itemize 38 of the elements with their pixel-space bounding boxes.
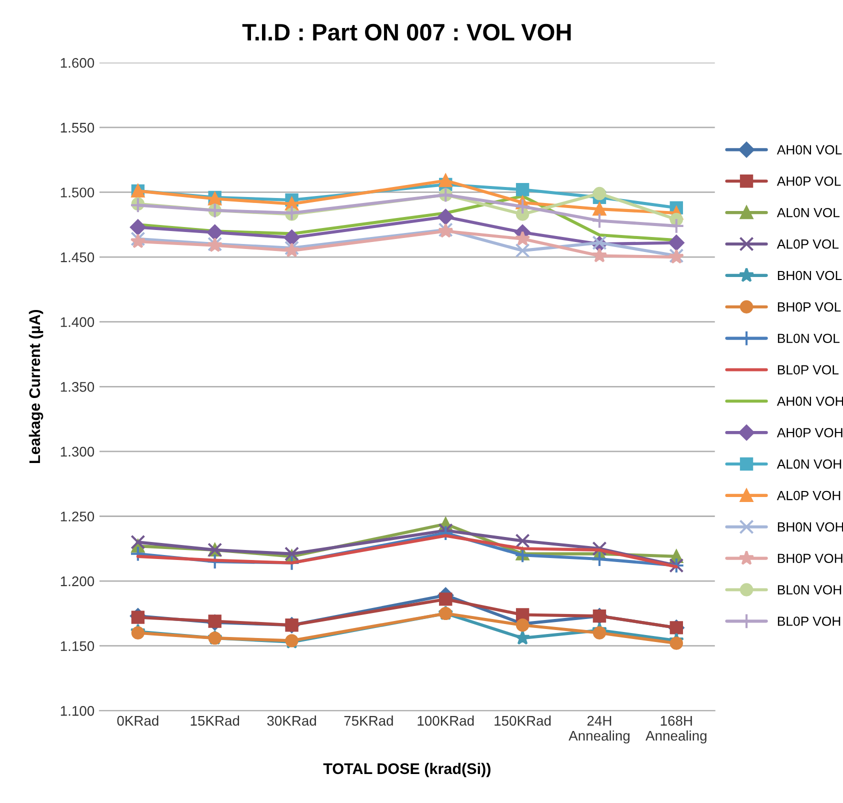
chart-title: T.I.D : Part ON 007 : VOL VOH <box>242 24 571 41</box>
legend-label: AH0P VOL <box>776 176 841 186</box>
y-tick-label: 1.600 <box>60 58 94 68</box>
x-axis-title: TOTAL DOSE (krad(Si)) <box>323 762 490 778</box>
legend-label: BL0N VOL <box>778 334 840 344</box>
x-tick-label: 0KRad <box>117 716 158 726</box>
x-tick-label: 75KRad <box>344 716 393 726</box>
y-tick-label: 1.300 <box>60 446 94 457</box>
y-tick-label: 1.250 <box>60 512 94 522</box>
legend-label: AL0P VOL <box>776 239 839 249</box>
x-tick-label: 30KRad <box>267 716 316 726</box>
x-tick-label: 15KRad <box>190 716 240 726</box>
y-axis-title: Leakage Current (µA) <box>28 310 44 464</box>
legend-label: BH0N VOH <box>778 522 843 532</box>
legend-label: AL0P VOH <box>776 490 840 500</box>
y-tick-label: 1.450 <box>60 252 94 262</box>
legend-label: AH0P VOH <box>776 428 842 438</box>
legend-label: BL0P VOL <box>778 365 839 374</box>
x-tick-label: 168H Annealing <box>646 716 706 744</box>
y-tick-label: 1.150 <box>60 641 94 652</box>
x-tick-label: 150KRad <box>494 716 551 726</box>
legend-label: BH0N VOL <box>778 270 842 280</box>
y-tick-label: 1.200 <box>60 576 94 586</box>
legend-label: BL0N VOH <box>778 585 842 594</box>
x-tick-label: 24H Annealing <box>568 716 630 744</box>
y-tick-label: 1.350 <box>60 382 94 392</box>
y-tick-label: 1.100 <box>60 706 94 716</box>
legend-label: BH0P VOH <box>778 554 842 564</box>
legend-label: AL0N VOL <box>776 208 840 218</box>
legend-label: BH0P VOL <box>778 302 841 312</box>
legend-label: BL0P VOH <box>778 616 840 626</box>
y-tick-label: 1.400 <box>60 317 94 328</box>
legend-label: AH0N VOH <box>776 396 843 406</box>
y-tick-label: 1.550 <box>60 122 94 133</box>
y-tick-label: 1.500 <box>60 188 94 198</box>
x-tick-label: 100KRad <box>418 716 474 726</box>
legend-label: AL0N VOH <box>776 459 842 469</box>
legend-label: AH0N VOL <box>776 145 842 154</box>
